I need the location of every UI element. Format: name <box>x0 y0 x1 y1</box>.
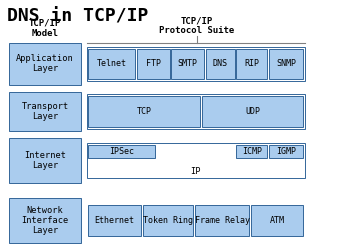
Text: ICMP: ICMP <box>242 147 262 156</box>
FancyBboxPatch shape <box>202 96 303 127</box>
FancyBboxPatch shape <box>9 198 81 243</box>
Text: ATM: ATM <box>270 216 284 225</box>
FancyBboxPatch shape <box>87 143 305 178</box>
Text: FTP: FTP <box>146 59 161 68</box>
Text: TCP/IP
Protocol Suite: TCP/IP Protocol Suite <box>159 16 234 36</box>
Text: IGMP: IGMP <box>276 147 296 156</box>
FancyBboxPatch shape <box>206 49 235 79</box>
Text: DNS in TCP/IP: DNS in TCP/IP <box>7 7 149 25</box>
Text: SMTP: SMTP <box>178 59 198 68</box>
Text: Application
Layer: Application Layer <box>16 54 74 74</box>
FancyBboxPatch shape <box>88 96 200 127</box>
FancyBboxPatch shape <box>137 49 170 79</box>
FancyBboxPatch shape <box>171 49 204 79</box>
FancyBboxPatch shape <box>9 43 81 85</box>
FancyBboxPatch shape <box>88 205 141 236</box>
FancyBboxPatch shape <box>143 205 193 236</box>
FancyBboxPatch shape <box>87 47 305 81</box>
Text: Ethernet: Ethernet <box>95 216 135 225</box>
Text: RIP: RIP <box>244 59 259 68</box>
Text: IP: IP <box>191 167 201 176</box>
Text: Frame Relay: Frame Relay <box>195 216 249 225</box>
FancyBboxPatch shape <box>88 49 135 79</box>
Text: IPSec: IPSec <box>109 147 134 156</box>
FancyBboxPatch shape <box>236 49 267 79</box>
FancyBboxPatch shape <box>87 94 305 129</box>
FancyBboxPatch shape <box>9 92 81 131</box>
Text: Token Ring: Token Ring <box>143 216 193 225</box>
FancyBboxPatch shape <box>195 205 249 236</box>
FancyBboxPatch shape <box>269 49 303 79</box>
Text: Network
Interface
Layer: Network Interface Layer <box>22 206 69 235</box>
Text: TCP: TCP <box>137 107 152 116</box>
Text: Internet
Layer: Internet Layer <box>24 151 66 170</box>
FancyBboxPatch shape <box>236 145 267 158</box>
Text: TCP/IP
Model: TCP/IP Model <box>29 18 61 38</box>
FancyBboxPatch shape <box>88 145 155 158</box>
Text: UDP: UDP <box>245 107 260 116</box>
Text: Telnet: Telnet <box>97 59 127 68</box>
FancyBboxPatch shape <box>251 205 303 236</box>
Text: DNS: DNS <box>213 59 228 68</box>
FancyBboxPatch shape <box>9 138 81 183</box>
Text: Transport
Layer: Transport Layer <box>22 102 69 121</box>
Text: SNMP: SNMP <box>276 59 296 68</box>
FancyBboxPatch shape <box>269 145 303 158</box>
